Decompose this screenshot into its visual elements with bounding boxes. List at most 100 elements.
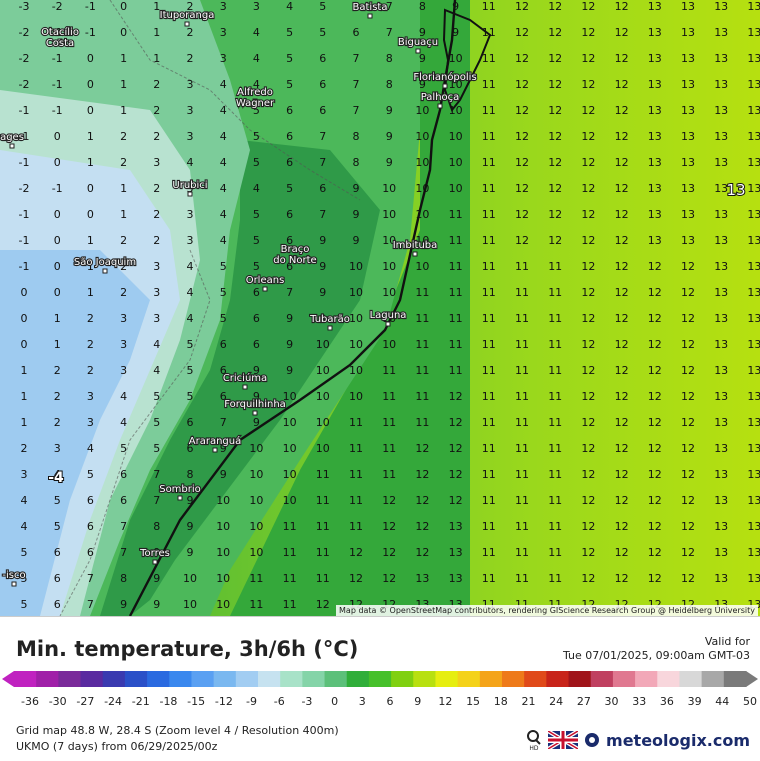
grid-value: 10 bbox=[382, 338, 396, 351]
colorbar-tick-label: -24 bbox=[104, 695, 123, 708]
city-dot bbox=[212, 447, 218, 453]
grid-value: 12 bbox=[581, 208, 595, 221]
colorbar-swatch bbox=[479, 671, 503, 687]
grid-value: 10 bbox=[316, 442, 330, 455]
grid-value: 11 bbox=[515, 546, 529, 559]
city-marker[interactable]: Torres bbox=[138, 547, 171, 565]
grid-value: 12 bbox=[681, 338, 695, 351]
map-attribution[interactable]: Map data © OpenStreetMap contributors, r… bbox=[336, 605, 758, 616]
city-dot bbox=[252, 410, 258, 416]
grid-value: 3 bbox=[220, 52, 227, 65]
city-marker[interactable]: Tubarão bbox=[308, 313, 351, 331]
grid-value: 5 bbox=[153, 416, 160, 429]
grid-value: 12 bbox=[615, 390, 629, 403]
grid-value: 13 bbox=[648, 182, 662, 195]
grid-value: 12 bbox=[648, 364, 662, 377]
city-marker[interactable]: Imbituba bbox=[392, 239, 438, 257]
grid-value: 13 bbox=[747, 156, 760, 169]
colorbar-swatch bbox=[679, 671, 703, 687]
grid-value: 11 bbox=[382, 416, 396, 429]
city-marker[interactable]: Biguaçu bbox=[397, 36, 439, 54]
city-marker[interactable]: Forquilhinha bbox=[223, 398, 287, 416]
grid-value: 1 bbox=[87, 260, 94, 273]
grid-value: -2 bbox=[19, 52, 30, 65]
grid-value: -1 bbox=[52, 26, 63, 39]
grid-value: 11 bbox=[415, 390, 429, 403]
grid-value: 11 bbox=[349, 416, 363, 429]
grid-value: 4 bbox=[253, 26, 260, 39]
city-marker[interactable]: Florianópolis bbox=[412, 70, 478, 89]
grid-value: 13 bbox=[747, 286, 760, 299]
colorbar-swatch bbox=[435, 671, 459, 687]
grid-value: 5 bbox=[319, 26, 326, 39]
grid-value: -2 bbox=[19, 26, 30, 39]
grid-value: 2 bbox=[54, 390, 61, 403]
grid-value: 12 bbox=[615, 468, 629, 481]
colorbar-swatch bbox=[612, 671, 636, 687]
grid-value: 3 bbox=[153, 312, 160, 325]
grid-value: 10 bbox=[382, 208, 396, 221]
valid-time: Tue 07/01/2025, 09:00am GMT-03 bbox=[562, 649, 750, 662]
grid-value: 13 bbox=[449, 572, 463, 585]
grid-value: 3 bbox=[220, 26, 227, 39]
city-marker[interactable]: Orleans bbox=[245, 274, 285, 292]
grid-value: 12 bbox=[581, 494, 595, 507]
city-marker[interactable]: Criciúma bbox=[222, 371, 268, 390]
grid-value: 13 bbox=[747, 442, 760, 455]
temperature-map[interactable]: -3 -2 -1 0 1 2 3 3 4 5 6 7 8 9 11 12 12 12 12 13 13 13 13 -2 -1-… bbox=[0, 0, 760, 616]
colorbar-tick-label: -6 bbox=[273, 695, 285, 708]
city-marker[interactable]: -isco bbox=[1, 569, 27, 587]
grid-value: 12 bbox=[581, 52, 595, 65]
grid-value: 7 bbox=[120, 520, 127, 533]
colorbar-tick-label: 3 bbox=[358, 695, 366, 708]
grid-value: 13 bbox=[648, 130, 662, 143]
city-marker[interactable]: Sombrio bbox=[158, 483, 202, 501]
city-marker[interactable]: Araranguá bbox=[188, 434, 242, 453]
city-marker[interactable]: Ituporanga bbox=[159, 9, 215, 27]
grid-value: 11 bbox=[482, 234, 496, 247]
grid-value: 12 bbox=[515, 234, 529, 247]
grid-value: 12 bbox=[581, 442, 595, 455]
grid-value: 13 bbox=[648, 0, 662, 13]
grid-value: 13 bbox=[747, 260, 760, 273]
grid-value: 6 bbox=[286, 104, 293, 117]
grid-value: 13 bbox=[714, 0, 728, 13]
city-dot bbox=[442, 83, 448, 89]
grid-value: 9 bbox=[319, 286, 326, 299]
grid-value: 12 bbox=[515, 78, 529, 91]
brand-logo[interactable]: HD meteologix.com bbox=[526, 729, 750, 751]
grid-value: 6 bbox=[253, 286, 260, 299]
grid-value: 9 bbox=[153, 572, 160, 585]
grid-value: 11 bbox=[349, 442, 363, 455]
grid-value: 4 bbox=[220, 130, 227, 143]
grid-value: 11 bbox=[449, 208, 463, 221]
grid-value: 11 bbox=[382, 442, 396, 455]
city-marker[interactable]: Palhoça bbox=[420, 91, 460, 109]
grid-value: 12 bbox=[581, 286, 595, 299]
grid-value: 6 bbox=[120, 494, 127, 507]
grid-value: 13 bbox=[747, 546, 760, 559]
grid-value: 13 bbox=[714, 468, 728, 481]
grid-value: 10 bbox=[415, 182, 429, 195]
city-marker[interactable]: Urubici bbox=[171, 179, 209, 197]
city-marker[interactable]: ages bbox=[0, 131, 25, 149]
grid-value: 3 bbox=[220, 0, 227, 13]
city-marker[interactable]: Laguna bbox=[368, 309, 408, 327]
grid-value: 9 bbox=[286, 312, 293, 325]
grid-value: 12 bbox=[449, 468, 463, 481]
grid-value: 12 bbox=[515, 104, 529, 117]
colorbar-swatch bbox=[346, 671, 370, 687]
grid-value: 4 bbox=[286, 0, 293, 13]
grid-value: 3 bbox=[54, 442, 61, 455]
grid-value: 0 bbox=[21, 286, 28, 299]
uk-flag-icon[interactable] bbox=[548, 731, 579, 749]
search-hd-icon[interactable]: HD bbox=[526, 729, 542, 751]
city-marker[interactable]: São Joaquim bbox=[73, 256, 137, 274]
city-label: Palhoça bbox=[421, 92, 460, 103]
grid-value: 10 bbox=[349, 338, 363, 351]
city-marker[interactable]: Batista bbox=[351, 1, 389, 19]
grid-value: 11 bbox=[382, 364, 396, 377]
